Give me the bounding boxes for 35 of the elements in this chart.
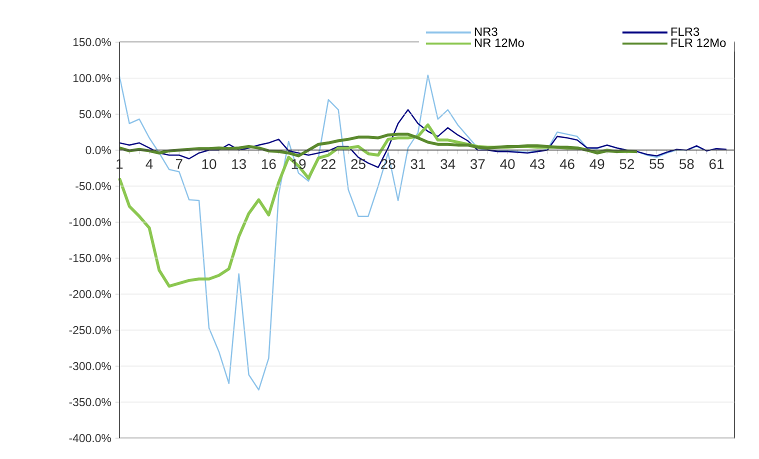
line-series <box>118 109 728 168</box>
x-tick-label: 13 <box>232 159 246 170</box>
y-tick-label: 100.0% <box>73 74 111 82</box>
x-tick-label: 34 <box>440 159 456 170</box>
x-tick-label: 43 <box>530 159 545 170</box>
x-tick-label: 49 <box>590 159 604 170</box>
legend-label: FLR3 <box>671 27 700 36</box>
y-tick-label: -300.0% <box>69 362 111 370</box>
x-tick-label: 52 <box>620 159 634 170</box>
x-tick-label: 4 <box>146 159 153 169</box>
y-tick-label: 150.0% <box>73 38 111 46</box>
y-tick-label: -250.0% <box>69 326 111 334</box>
x-tick-label: 16 <box>262 159 276 170</box>
x-tick-label: 22 <box>321 159 336 169</box>
y-tick-label: -400.0% <box>69 434 111 442</box>
x-tick-label: 58 <box>679 159 694 170</box>
legend-label: FLR 12Mo <box>671 38 726 47</box>
y-tick-label: -200.0% <box>69 290 111 298</box>
legend-label: NR 12Mo <box>474 38 524 47</box>
x-tick-label: 31 <box>410 159 426 170</box>
y-tick-label: 0.0% <box>86 146 111 154</box>
legend-label: NR3 <box>474 27 498 36</box>
x-tick-label: 10 <box>202 159 216 170</box>
y-tick-label: -350.0% <box>69 398 111 406</box>
x-tick-label: 25 <box>351 159 366 170</box>
x-tick-label: 40 <box>500 159 515 170</box>
x-tick-label: 61 <box>709 159 724 170</box>
x-tick-label: 55 <box>650 159 664 169</box>
x-tick-label: 37 <box>470 159 485 170</box>
y-tick-label: -100.0% <box>69 218 111 226</box>
y-tick-label: -150.0% <box>69 254 111 262</box>
x-tick-label: 46 <box>560 159 574 170</box>
y-tick-label: 50.0% <box>79 110 111 118</box>
x-tick-label: 7 <box>176 159 182 169</box>
y-tick-label: -50.0% <box>76 182 111 190</box>
